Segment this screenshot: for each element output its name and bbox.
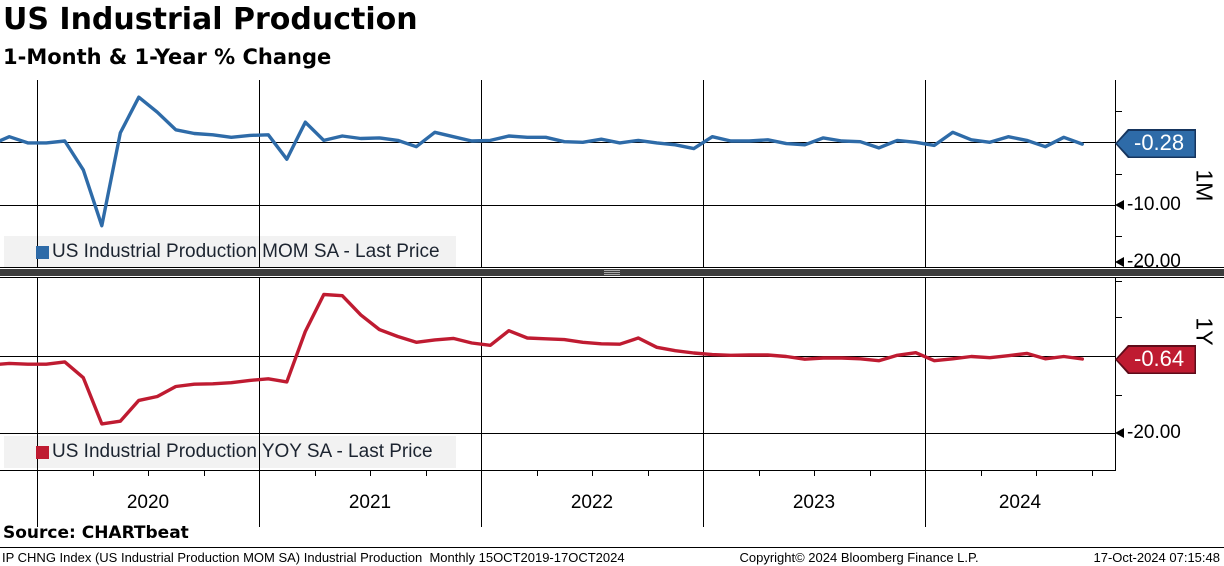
x-axis-tick bbox=[1036, 470, 1037, 476]
copyright-notice: Copyright© 2024 Bloomberg Finance L.P. bbox=[739, 550, 979, 565]
year-gridline bbox=[37, 80, 38, 527]
x-axis-tick bbox=[92, 470, 94, 476]
x-axis-year-label: 2024 bbox=[998, 492, 1042, 513]
series-line-1y bbox=[0, 292, 1085, 426]
legend-yoy[interactable]: US Industrial Production YOY SA - Last P… bbox=[4, 436, 456, 468]
y-axis-tick bbox=[1115, 236, 1122, 237]
year-gridline bbox=[925, 80, 926, 527]
x-axis-year-label: 2020 bbox=[126, 492, 170, 513]
splitter-bottom-line bbox=[0, 277, 1224, 278]
x-axis-tick bbox=[370, 470, 371, 476]
bottom-panel-gridline bbox=[0, 433, 1115, 434]
last-price-badge-mom: -0.28 bbox=[1115, 129, 1196, 158]
legend-yoy-background bbox=[4, 436, 456, 468]
legend-swatch-mom-icon bbox=[36, 245, 49, 259]
x-axis-tick bbox=[869, 470, 871, 476]
last-price-yoy: -0.64 bbox=[1134, 346, 1185, 371]
last-price-mom: -0.28 bbox=[1134, 130, 1185, 155]
x-axis-year-label: 2023 bbox=[792, 492, 836, 513]
x-axis-tick bbox=[980, 470, 982, 476]
y-axis-tick bbox=[1115, 281, 1122, 282]
legend-swatch-yoy-icon bbox=[36, 445, 49, 459]
x-axis-tick bbox=[425, 470, 427, 476]
bottom-axis-line bbox=[0, 470, 1116, 471]
y-axis-tick bbox=[1115, 174, 1122, 175]
x-axis-tick bbox=[148, 470, 149, 476]
page-title: US Industrial Production bbox=[3, 2, 418, 37]
legend-yoy-label: US Industrial Production YOY SA - Last P… bbox=[52, 441, 433, 462]
legend-mom[interactable]: US Industrial Production MOM SA - Last P… bbox=[4, 236, 456, 268]
y-axis-tick bbox=[1115, 395, 1122, 396]
page-subtitle: 1-Month & 1-Year % Change bbox=[3, 45, 332, 69]
panel-label-1m: 1M bbox=[1191, 169, 1218, 202]
x-axis-tick bbox=[592, 470, 593, 476]
x-axis-tick bbox=[647, 470, 649, 476]
top-ytick-minus20: -20.00 bbox=[1127, 251, 1181, 272]
splitter-gap bbox=[0, 268, 1224, 269]
ticker-description: IP CHNG Index (US Industrial Production … bbox=[2, 550, 625, 565]
axis-arrow-icon bbox=[1115, 257, 1124, 267]
bottom-panel-gridline bbox=[0, 356, 1115, 357]
axis-arrow-icon bbox=[1115, 200, 1124, 210]
y-axis-tick bbox=[1115, 317, 1122, 318]
last-price-badge-yoy: -0.64 bbox=[1115, 345, 1196, 374]
top-panel-gridline bbox=[0, 205, 1115, 206]
x-axis-tick bbox=[203, 470, 205, 476]
y-axis-tick bbox=[1115, 111, 1122, 112]
x-axis-tick bbox=[314, 470, 316, 476]
year-gridline bbox=[481, 80, 482, 527]
badge-yoy-fill bbox=[1117, 346, 1195, 373]
bottom-ytick-minus20: -20.00 bbox=[1127, 422, 1181, 443]
top-ytick-minus10: -10.00 bbox=[1127, 194, 1181, 215]
series-line-1m bbox=[0, 95, 1085, 228]
splitter-top-line bbox=[0, 267, 1224, 268]
splitter-bar[interactable] bbox=[0, 269, 1224, 276]
splitter-grip-icon[interactable] bbox=[604, 270, 620, 275]
source-label: Source: CHARTbeat bbox=[3, 523, 189, 543]
x-axis-tick bbox=[536, 470, 538, 476]
legend-mom-background bbox=[4, 236, 456, 268]
top-panel-gridline bbox=[0, 142, 1115, 143]
x-axis-tick bbox=[758, 470, 760, 476]
splitter-gap bbox=[0, 276, 1224, 277]
axis-arrow-icon bbox=[1115, 428, 1124, 438]
badge-mom-fill bbox=[1117, 130, 1195, 157]
x-axis-tick bbox=[814, 470, 815, 476]
panel-splitter[interactable] bbox=[0, 267, 1224, 278]
year-gridline bbox=[703, 80, 704, 527]
x-axis-year-label: 2021 bbox=[348, 492, 392, 513]
x-axis-tick bbox=[1091, 470, 1093, 476]
x-axis-year-label: 2022 bbox=[570, 492, 614, 513]
legend-mom-label: US Industrial Production MOM SA - Last P… bbox=[52, 241, 440, 262]
terminal-info-bar: IP CHNG Index (US Industrial Production … bbox=[0, 547, 1224, 566]
timestamp: 17-Oct-2024 07:15:48 bbox=[1093, 550, 1220, 565]
